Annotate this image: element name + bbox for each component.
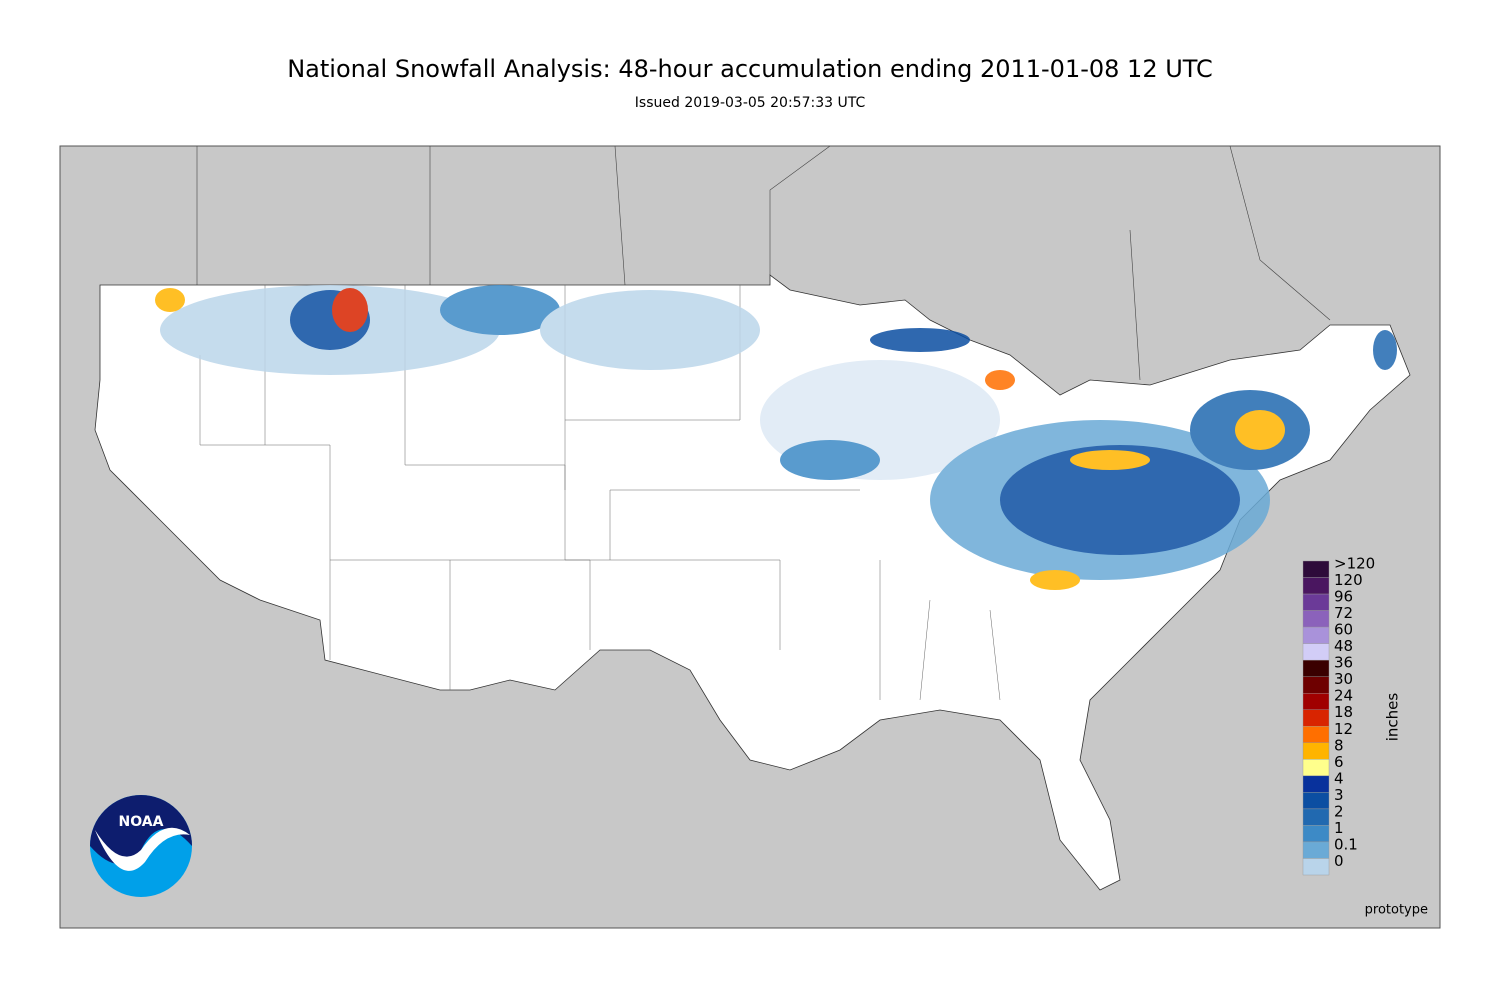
legend-swatch xyxy=(1302,858,1330,876)
legend-swatch xyxy=(1302,726,1330,743)
legend-label: 60 xyxy=(1334,621,1353,639)
subtitle: Issued 2019-03-05 20:57:33 UTC xyxy=(635,95,866,111)
legend-label: 6 xyxy=(1334,753,1344,771)
borders xyxy=(196,145,1331,381)
legend-label: 30 xyxy=(1334,670,1353,688)
snow-areas xyxy=(155,285,1397,590)
legend-label: 1 xyxy=(1334,819,1344,837)
legend-swatch xyxy=(1302,626,1330,644)
noaa-logo: NOAA xyxy=(90,795,192,897)
legend-swatch xyxy=(1302,825,1330,843)
legend-swatch xyxy=(1302,643,1330,661)
legend-label: 4 xyxy=(1334,769,1344,787)
legend-swatch xyxy=(1302,693,1330,710)
legend-label: 3 xyxy=(1334,786,1344,804)
legend-label: 8 xyxy=(1334,736,1344,754)
legend-label: 2 xyxy=(1334,802,1344,820)
legend-label: >120 xyxy=(1334,555,1375,573)
legend-label: 36 xyxy=(1334,654,1353,672)
legend-label: 96 xyxy=(1334,588,1353,606)
legend-label: 120 xyxy=(1334,571,1363,589)
legend-label: 18 xyxy=(1334,703,1353,721)
legend-label: 48 xyxy=(1334,637,1353,655)
legend-swatch xyxy=(1302,610,1330,628)
legend-swatch xyxy=(1302,808,1330,826)
legend-label: 0.1 xyxy=(1334,835,1358,853)
legend-swatch xyxy=(1302,775,1330,793)
logo-text: NOAA xyxy=(119,814,164,830)
legend-label: 12 xyxy=(1334,720,1353,738)
legend-swatch xyxy=(1302,792,1330,810)
legend-label: 72 xyxy=(1334,604,1353,622)
legend-label: 24 xyxy=(1334,687,1353,705)
legend-swatch xyxy=(1302,560,1330,578)
legend-swatch xyxy=(1302,577,1330,595)
legend-label: 0 xyxy=(1334,852,1344,870)
legend-swatch xyxy=(1302,841,1330,859)
title: National Snowfall Analysis: 48-hour accu… xyxy=(287,55,1213,83)
legend-swatch xyxy=(1302,759,1330,777)
legend-title: inches xyxy=(1384,693,1402,742)
legend-swatch xyxy=(1302,709,1330,727)
legend-swatch xyxy=(1302,593,1330,611)
prototype-note: prototype xyxy=(1365,903,1428,918)
legend-swatch xyxy=(1302,676,1330,694)
legend-swatch xyxy=(1302,659,1330,677)
legend-swatch xyxy=(1302,742,1330,760)
